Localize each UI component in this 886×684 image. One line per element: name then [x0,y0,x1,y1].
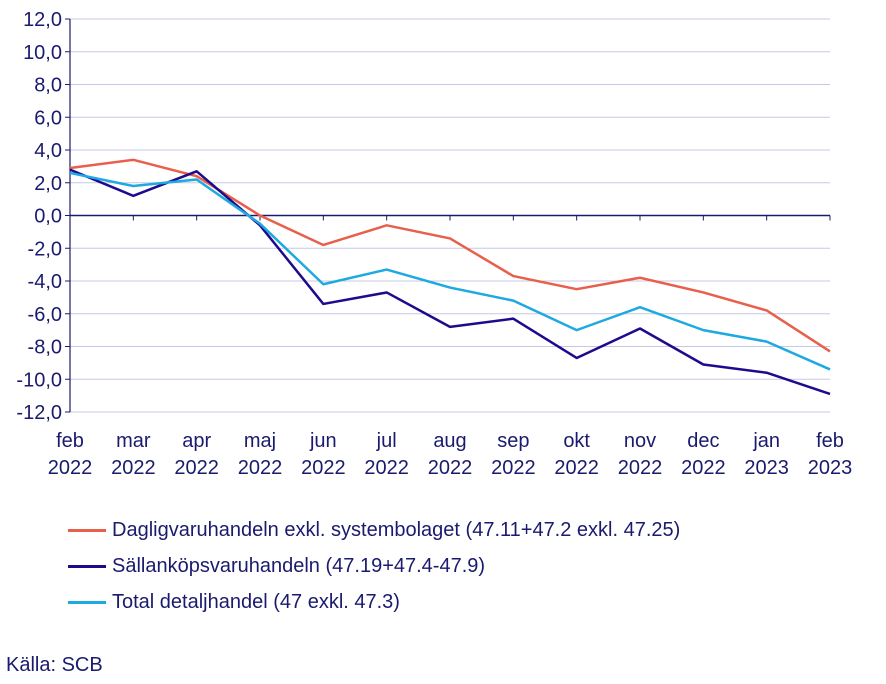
x-tick-label-year: 2022 [174,457,219,479]
x-tick-label-year: 2022 [364,457,409,479]
y-tick-label: -6,0 [28,304,62,326]
y-tick-label: 2,0 [34,173,62,195]
y-tick-label: 4,0 [34,140,62,162]
y-tick-label: 10,0 [23,42,62,64]
x-tick-label-month: feb [56,430,84,452]
y-tick-label: -2,0 [28,238,62,260]
legend-item-sallankopsvaruhandeln: Sällanköpsvaruhandeln (47.19+47.4-47.9) [68,548,680,584]
x-tick-label-year: 2022 [48,457,93,479]
x-tick-label-year: 2022 [554,457,599,479]
legend: Dagligvaruhandeln exkl. systembolaget (4… [68,512,680,620]
x-tick-label-year: 2022 [111,457,156,479]
x-tick-label-month: jun [309,430,337,452]
x-tick-label-year: 2022 [301,457,346,479]
x-tick-label-month: okt [563,430,590,452]
x-tick-label-month: nov [624,430,656,452]
grid-lines [70,18,830,413]
y-tick-labels: 12,0 10,0 8,0 6,0 4,0 2,0 0,0 -2,0 -4,0 -6,0 -8,0 -… [16,9,62,424]
y-tick-label: 12,0 [23,9,62,31]
y-tick-label: 8,0 [34,75,62,97]
x-tick-label-month: maj [244,430,276,452]
legend-swatch [68,564,106,568]
line-chart: 12,0 10,0 8,0 6,0 4,0 2,0 0,0 -2,0 -4,0 -6,0 -8,0 -… [16,9,853,479]
series-line-2 [69,171,831,371]
x-tick-label-year: 2023 [744,457,789,479]
x-tick-label-month: mar [116,430,151,452]
y-tick-label: -12,0 [16,402,62,424]
x-tick-label-year: 2022 [238,457,283,479]
legend-swatch [68,600,106,604]
series-line-0 [69,158,831,353]
x-tick-label-year: 2022 [491,457,536,479]
y-tick-label: -4,0 [28,271,62,293]
x-tick-label-month: aug [433,430,466,452]
legend-label: Total detaljhandel (47 exkl. 47.3) [112,590,400,613]
x-tick-label-year: 2022 [618,457,663,479]
y-tick-label: 6,0 [34,107,62,129]
legend-label: Sällanköpsvaruhandeln (47.19+47.4-47.9) [112,554,486,577]
x-tick-label-month: feb [816,430,844,452]
axes [65,18,831,413]
source-note: Källa: SCB [6,654,103,676]
y-tick-label: -8,0 [28,337,62,359]
x-tick-label-month: jul [376,430,397,452]
y-tick-label: 0,0 [34,206,62,228]
series-line-1 [69,168,831,396]
x-tick-label-month: sep [497,430,529,452]
series-lines [69,158,831,396]
legend-swatch [68,528,106,532]
legend-item-dagligvaruhandeln: Dagligvaruhandeln exkl. systembolaget (4… [68,512,680,548]
x-tick-label-year: 2022 [681,457,726,479]
x-tick-labels: feb 2022 mar 2022 apr 2022 maj 2022 jun 2022 jul 20… [48,430,853,479]
x-tick-label-month: jan [752,430,780,452]
y-tick-label: -10,0 [16,369,62,391]
x-tick-label-month: dec [687,430,719,452]
x-tick-label-year: 2023 [808,457,853,479]
legend-item-total-detaljhandel: Total detaljhandel (47 exkl. 47.3) [68,584,680,620]
legend-label: Dagligvaruhandeln exkl. systembolaget (4… [112,518,681,541]
x-tick-label-year: 2022 [428,457,473,479]
x-tick-label-month: apr [182,430,211,452]
